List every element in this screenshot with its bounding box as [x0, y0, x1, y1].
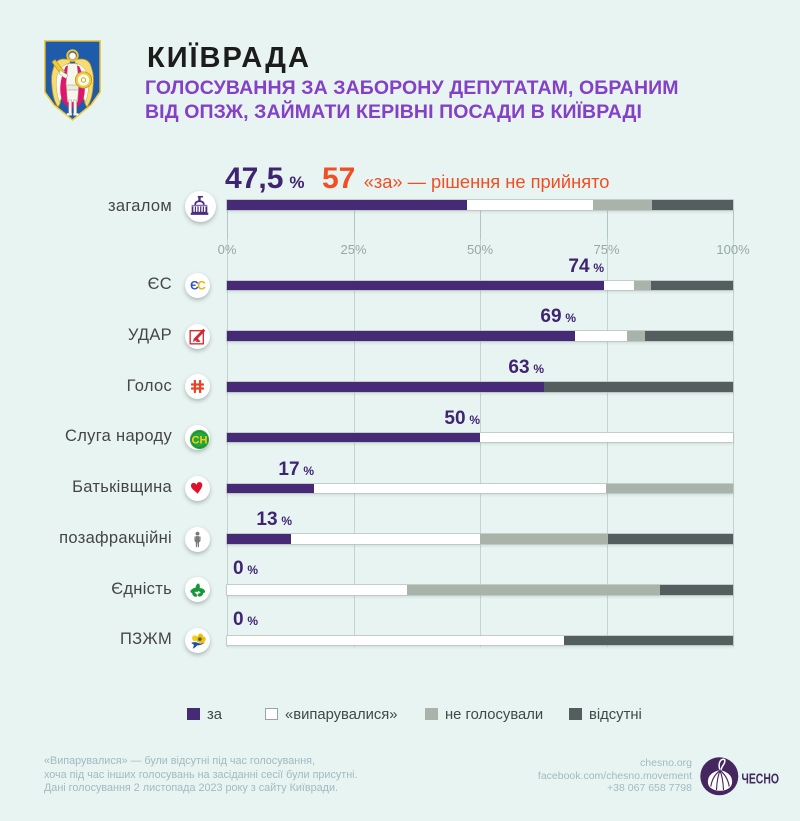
svg-text:С: С — [197, 278, 206, 292]
svg-text:ЧЕСНО: ЧЕСНО — [742, 771, 780, 787]
svg-text:СН: СН — [192, 435, 208, 447]
svg-text:Є: Є — [190, 278, 199, 292]
